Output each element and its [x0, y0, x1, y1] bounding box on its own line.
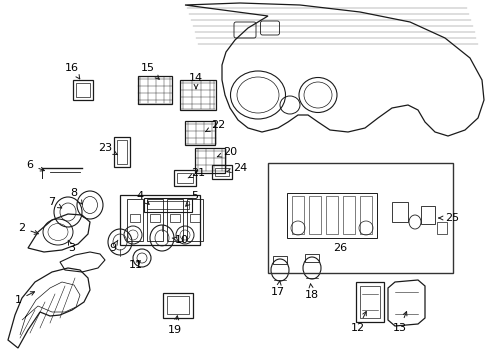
Text: 17: 17 [270, 281, 285, 297]
Bar [167, 296, 189, 314]
Bar [190, 214, 200, 222]
Text: 7: 7 [48, 197, 61, 208]
Text: 5: 5 [185, 191, 198, 206]
Bar [286, 193, 376, 238]
Bar [305, 254, 318, 262]
Bar [130, 214, 140, 222]
Bar [325, 196, 337, 234]
Bar [114, 137, 130, 167]
Bar [359, 286, 379, 318]
Bar [170, 214, 180, 222]
Bar [355, 282, 383, 322]
Bar [147, 201, 189, 209]
Text: 12: 12 [350, 311, 366, 333]
Text: 9: 9 [109, 240, 118, 253]
Text: 3: 3 [68, 240, 75, 253]
Bar [180, 80, 216, 110]
Text: 21: 21 [188, 168, 204, 178]
Text: 13: 13 [392, 312, 406, 333]
Bar [76, 83, 90, 97]
Bar [186, 199, 203, 241]
Bar [420, 206, 434, 224]
Text: 24: 24 [226, 163, 246, 173]
Text: 20: 20 [217, 147, 237, 157]
Bar [342, 196, 354, 234]
Text: 26: 26 [332, 243, 346, 253]
Text: 23: 23 [98, 143, 117, 155]
Bar [120, 195, 200, 245]
Bar [184, 121, 215, 145]
Text: 6: 6 [26, 160, 44, 171]
Bar [308, 196, 320, 234]
Text: 14: 14 [188, 73, 203, 89]
Text: 4: 4 [136, 191, 149, 204]
Bar [174, 170, 196, 186]
Text: 18: 18 [305, 284, 318, 300]
Text: 19: 19 [167, 316, 182, 335]
Bar [167, 199, 183, 241]
Bar [117, 140, 127, 164]
Text: 10: 10 [172, 235, 189, 245]
Bar [291, 196, 304, 234]
Bar [436, 222, 446, 234]
Bar [272, 256, 286, 264]
Bar [127, 199, 142, 241]
Text: 1: 1 [15, 292, 35, 305]
Bar [267, 163, 451, 273]
Text: 8: 8 [70, 188, 82, 204]
Text: 11: 11 [129, 260, 142, 270]
Bar [143, 198, 192, 212]
Bar [150, 214, 160, 222]
Bar [73, 80, 93, 100]
Bar [163, 292, 193, 318]
Bar [359, 196, 371, 234]
Bar [212, 165, 231, 179]
Bar [215, 168, 228, 176]
Bar [147, 199, 163, 241]
Text: 2: 2 [19, 223, 38, 234]
Text: 16: 16 [65, 63, 80, 79]
Bar [138, 76, 172, 104]
Text: 22: 22 [205, 120, 224, 132]
Bar [195, 148, 224, 172]
Text: 15: 15 [141, 63, 159, 79]
Bar [177, 173, 193, 183]
Text: 25: 25 [438, 213, 458, 223]
Bar [391, 202, 407, 222]
